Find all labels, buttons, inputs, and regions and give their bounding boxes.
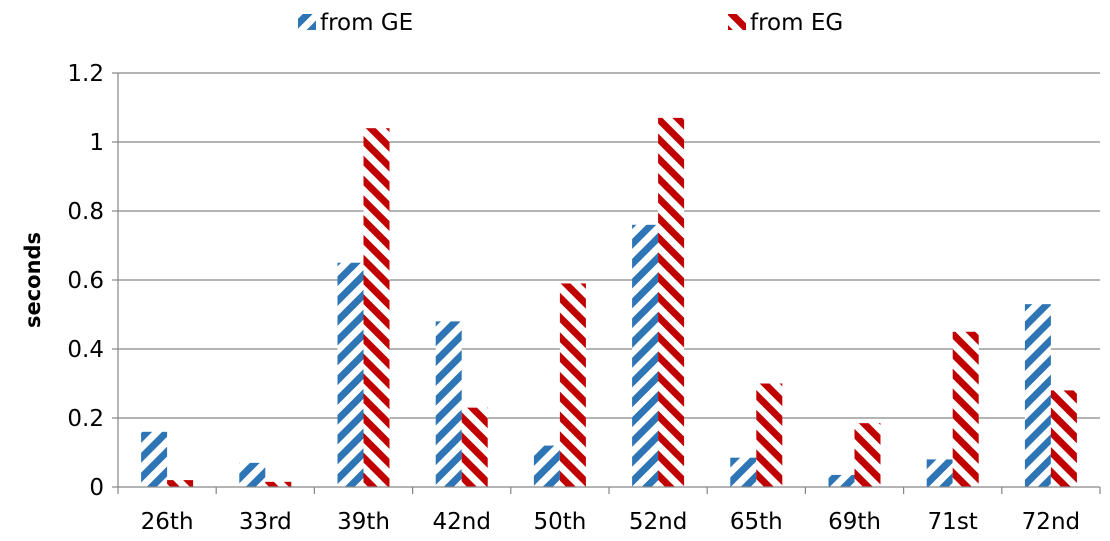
bar-from-eg-33rd [265, 481, 292, 487]
y-tick-label-2: 0.4 [67, 337, 104, 363]
x-tick-label-33rd: 33rd [239, 509, 292, 535]
y-tick-label-1: 0.2 [67, 406, 104, 432]
bar-from-eg-52nd [658, 117, 685, 487]
y-tick-label-6: 1.2 [67, 61, 104, 87]
y-tick-label-4: 0.8 [67, 199, 104, 225]
bar-from-eg-65th [756, 383, 783, 487]
y-axis-title: seconds [21, 232, 45, 328]
axes: 0 0.2 0.4 0.6 0.8 1 1.2 26th 33rd 39th 42nd 50th 52n… [21, 61, 1101, 535]
x-tick-label-71st: 71st [928, 509, 978, 535]
bar-from-ge-69th [828, 474, 855, 487]
bar-from-eg-50th [559, 283, 586, 487]
bar-from-eg-26th [167, 480, 194, 487]
y-tick-label-0: 0 [89, 475, 104, 501]
bar-from-eg-72nd [1050, 390, 1077, 487]
bar-from-ge-50th [533, 445, 560, 487]
bar-from-eg-42nd [461, 407, 488, 487]
x-tick-label-50th: 50th [533, 509, 586, 535]
bar-from-ge-42nd [435, 321, 462, 487]
legend-label-from-eg: from EG [750, 10, 843, 36]
x-tick-label-26th: 26th [141, 509, 194, 535]
x-tick-label-52nd: 52nd [629, 509, 687, 535]
legend-label-from-ge: from GE [320, 10, 413, 36]
bar-from-eg-69th [854, 423, 881, 487]
x-tick-label-69th: 69th [828, 509, 881, 535]
bar-from-ge-65th [730, 457, 757, 487]
legend-swatch-from-ge [298, 14, 316, 30]
x-tick-label-39th: 39th [337, 509, 390, 535]
bar-from-eg-39th [363, 128, 390, 487]
bar-from-eg-71st [952, 331, 979, 487]
bar-from-ge-26th [141, 431, 168, 487]
bar-from-ge-33rd [239, 462, 266, 487]
legend-swatch-from-eg [728, 14, 746, 30]
bar-from-ge-71st [926, 459, 953, 487]
bars [141, 117, 1077, 488]
x-tick-label-65th: 65th [730, 509, 783, 535]
y-tick-label-5: 1 [89, 130, 104, 156]
legend: from GE from EG [298, 10, 843, 36]
bar-from-ge-52nd [632, 224, 659, 488]
y-tick-label-3: 0.6 [67, 268, 104, 294]
gridlines [118, 72, 1100, 419]
bar-from-ge-39th [337, 262, 364, 487]
x-tick-label-72nd: 72nd [1022, 509, 1080, 535]
bar-from-ge-72nd [1024, 304, 1051, 487]
x-tick-label-42nd: 42nd [432, 509, 490, 535]
